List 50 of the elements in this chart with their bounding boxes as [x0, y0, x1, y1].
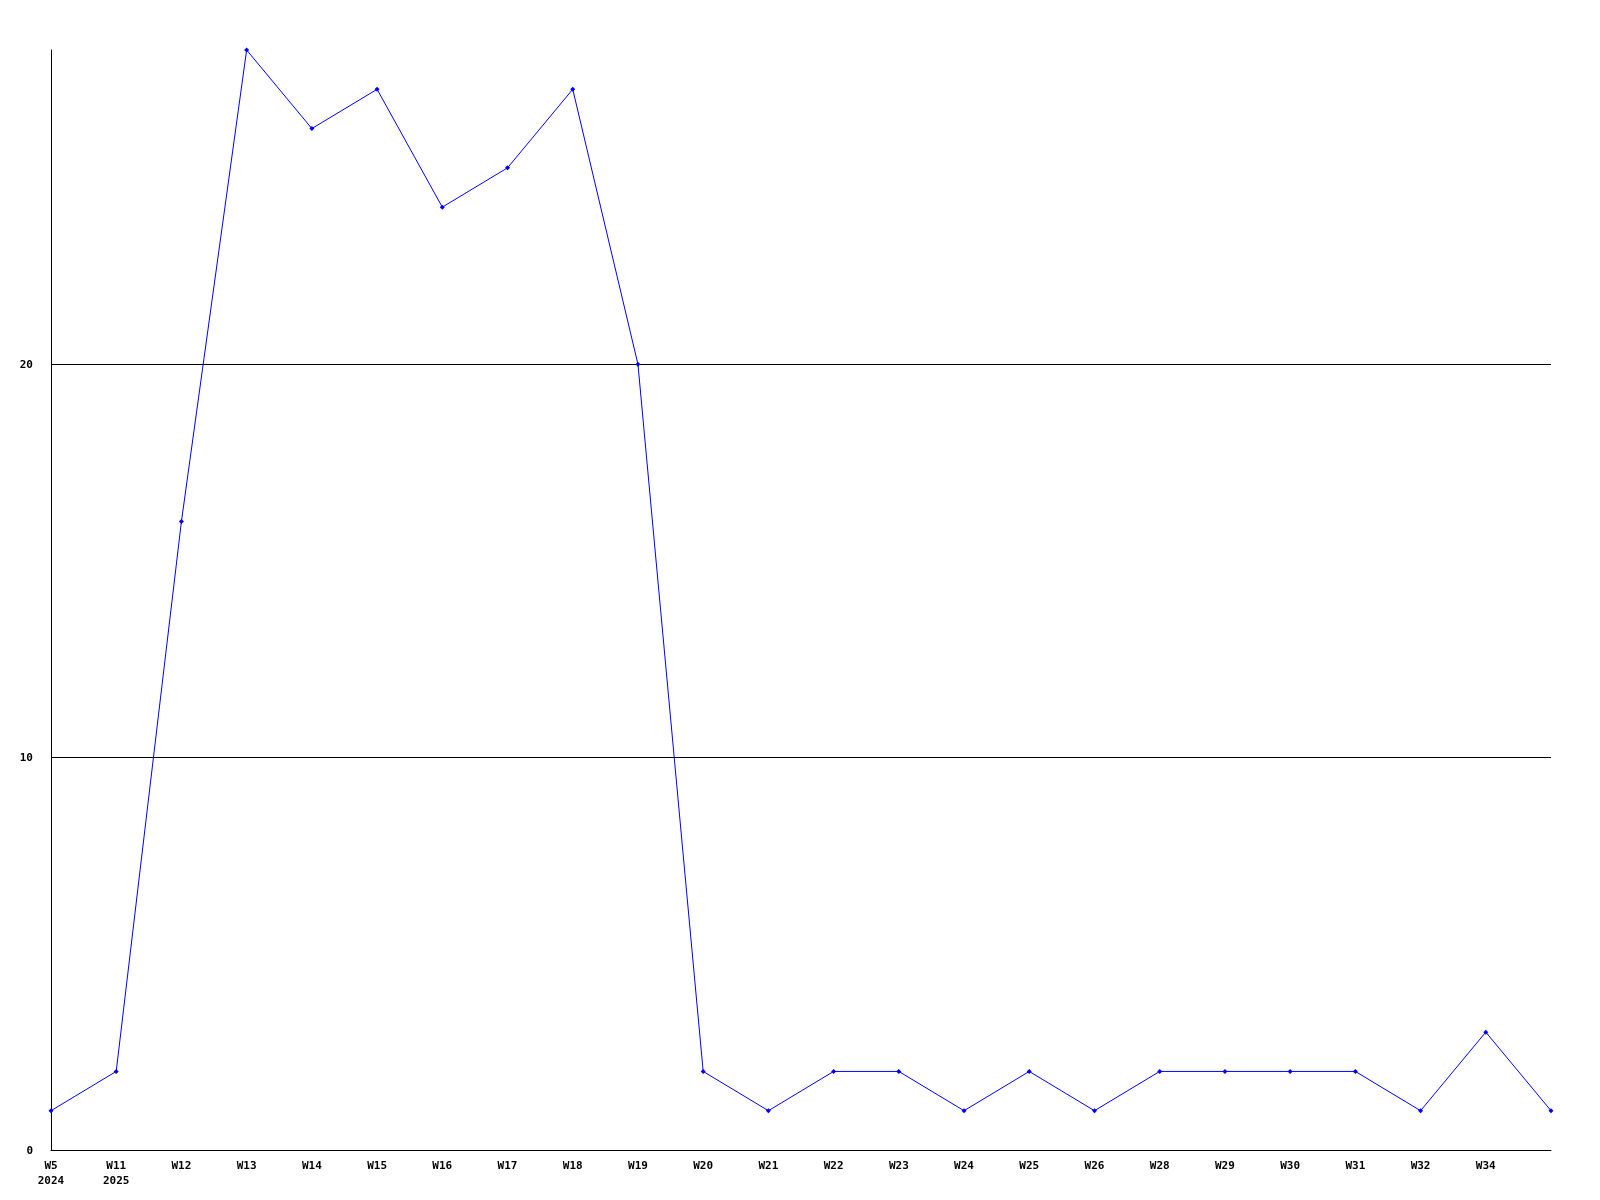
point [961, 1108, 967, 1114]
point [1287, 1068, 1293, 1074]
y-tick-label: 0 [26, 1143, 33, 1157]
point [374, 86, 380, 92]
point [1548, 1108, 1554, 1114]
x-tick-label: W15 [367, 1159, 388, 1172]
x-tick-label: W29 [1214, 1159, 1235, 1172]
point [244, 47, 250, 53]
point [570, 86, 576, 92]
point [1483, 1029, 1489, 1035]
x-tick-label: W18 [562, 1159, 583, 1172]
x-tick-label: W19 [628, 1159, 648, 1172]
x-tick-label: W20 [693, 1159, 714, 1172]
x-tick-label: W17 [497, 1159, 518, 1172]
x-tick-label: W31 [1345, 1159, 1366, 1172]
x-tick-label: W21 [758, 1159, 779, 1172]
x-tick-label: W14 [301, 1159, 323, 1172]
x-tick-label: W30 [1280, 1159, 1301, 1172]
point [700, 1068, 706, 1074]
y-tick-label: 10 [19, 750, 33, 764]
point [505, 165, 511, 171]
x-tick-label: W11 2025 [102, 1159, 130, 1187]
y-tick-label: 20 [19, 357, 33, 371]
point [635, 361, 641, 367]
x-tick-label: W24 [954, 1159, 975, 1172]
x-tick-label: W22 [823, 1159, 844, 1172]
point [309, 126, 315, 132]
point [1091, 1108, 1097, 1114]
point [1352, 1068, 1358, 1074]
x-tick-label: W26 [1084, 1159, 1105, 1172]
point [831, 1068, 837, 1074]
x-tick-label: W12 [171, 1159, 192, 1172]
point [1157, 1068, 1163, 1074]
x-tick-label: W32 [1410, 1159, 1431, 1172]
x-tick-label: W28 [1149, 1159, 1170, 1172]
x-tick-label: W25 [1019, 1159, 1040, 1172]
point [1026, 1068, 1032, 1074]
x-tick-label: W16 [432, 1159, 453, 1172]
point [1418, 1108, 1424, 1114]
point [765, 1108, 771, 1114]
point [1222, 1068, 1228, 1074]
point [48, 1108, 54, 1114]
point [439, 204, 445, 210]
point [896, 1068, 902, 1074]
x-tick-label: W34 [1475, 1159, 1497, 1172]
x-tick-label: W13 [236, 1159, 257, 1172]
x-tick-label: W23 [888, 1159, 909, 1172]
point [113, 1068, 119, 1074]
point [178, 518, 184, 524]
x-tick-label: W5 2024 [37, 1159, 65, 1187]
